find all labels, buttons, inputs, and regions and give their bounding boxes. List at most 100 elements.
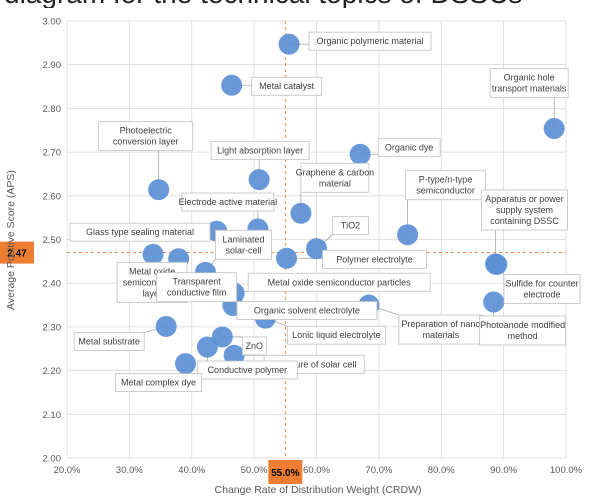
point-label: Lonic liquid electrolyte [292, 330, 381, 340]
point-label: Organic hole transport materials [492, 73, 567, 94]
data-point [486, 253, 508, 275]
point-label: Organic polymeric material [317, 36, 424, 46]
callout-box [481, 189, 568, 231]
cut-heading-text: diagram for the technical topics of DSSC… [4, 0, 522, 8]
point-label: Organic dye [385, 142, 434, 152]
y-tick-label: 2.30 [43, 322, 62, 333]
y-tick-label: 2.20 [43, 366, 62, 377]
callout-box [247, 272, 431, 292]
y-tick-label: 2.80 [43, 104, 62, 115]
point-label: Metal complex dye [121, 378, 196, 388]
data-point [483, 291, 505, 313]
cut-heading: diagram for the technical topics of DSSC… [0, 0, 589, 8]
callout-box [98, 121, 194, 152]
point-label: Electrode active material [179, 197, 278, 207]
data-point [349, 143, 371, 165]
x-reference-badge [268, 460, 303, 484]
callout-box [69, 222, 211, 242]
y-reference-value: 2.47 [7, 249, 27, 260]
callout-box [308, 31, 432, 51]
callout-box [115, 373, 202, 393]
point-label-line: method [508, 331, 538, 341]
x-tick-label: 40.0% [178, 465, 205, 476]
x-tick-label: 30.0% [116, 465, 143, 476]
point-label: Polymer electrolyte [336, 254, 413, 264]
data-point [276, 247, 298, 269]
data-point [155, 315, 177, 337]
point-label-line: material [319, 178, 351, 188]
callout-box [236, 301, 378, 320]
point-label-line: electrode [523, 289, 560, 299]
y-tick-label: 2.00 [43, 454, 62, 465]
point-label: Metal substrate [78, 336, 140, 346]
point-label: Graphene & carbon material [296, 167, 375, 188]
callout-box [489, 68, 569, 98]
point-label: Organic solvent electrolyte [254, 305, 360, 315]
point-label-line: supply system [496, 205, 553, 215]
callout-box [377, 137, 441, 157]
x-axis-title: Change Rate of Distribution Weight (CRDW… [215, 484, 422, 496]
data-point [223, 344, 245, 366]
point-label-line: conductive film [167, 288, 227, 298]
data-point [175, 353, 197, 375]
point-label: Metal oxide semiconductor layer [123, 266, 182, 298]
point-label: Light absorption layer [217, 146, 303, 156]
point-label-line: solar-cell [225, 245, 261, 255]
point-label: Laminated solar-cell [222, 234, 264, 255]
point-label-line: P-type/n-type [419, 175, 473, 185]
callout-box [322, 249, 427, 269]
y-tick-label: 2.60 [43, 191, 62, 202]
data-point [278, 33, 300, 55]
point-label-line: Photoelectric [120, 126, 173, 136]
data-point [290, 202, 312, 224]
point-label: Glass type sealing material [86, 227, 194, 237]
point-label-line: layer [142, 288, 162, 298]
point-label-line: Metal oxide [129, 266, 175, 276]
callout-box [332, 216, 369, 236]
point-label-line: Apparatus or power [485, 194, 564, 204]
point-label-line: containing DSSC [490, 216, 559, 226]
callout-box [215, 229, 272, 260]
callout-labels: Organic polymeric material Metal catalyst… [69, 31, 581, 393]
point-label: Apparatus or power supply system containin… [485, 194, 564, 226]
point-label-line: Organic hole [504, 73, 555, 83]
x-tick-label: 60.0% [303, 465, 330, 476]
data-point [221, 74, 243, 96]
point-label: TiO2 [341, 221, 360, 231]
reference-badges: 2.47 55.0% [0, 241, 303, 484]
callout-box [251, 76, 323, 96]
callout-box [210, 141, 310, 161]
callout-box [286, 325, 386, 345]
point-label-line: Photoanode modified [480, 320, 565, 330]
point-label-line: Laminated [222, 234, 264, 244]
point-label: Metal oxide semiconductor particles [268, 277, 412, 287]
data-point [306, 238, 327, 260]
point-label-line: semiconductor [123, 277, 182, 287]
point-label: Sulfide for counter electrode [505, 278, 578, 299]
point-label-line: transport materials [492, 84, 567, 94]
y-reference-badge [0, 241, 34, 264]
point-label-line: Sulfide for counter [505, 278, 578, 288]
point-label: Preparation of nano materials [401, 319, 480, 340]
data-point [543, 118, 565, 140]
y-tick-label: 2.40 [43, 279, 62, 290]
x-tick-label: 100.0% [550, 465, 583, 476]
point-label: Metal catalyst [259, 81, 315, 91]
y-tick-label: 2.10 [43, 410, 62, 421]
callout-box [196, 360, 298, 380]
y-tick-label: 2.90 [43, 60, 62, 71]
point-label-line: Preparation of nano [401, 319, 480, 329]
data-point [148, 179, 170, 201]
x-tick-label: 70.0% [365, 465, 392, 476]
callout-box [156, 272, 238, 303]
y-tick-label: 2.70 [43, 148, 62, 159]
y-axis-title: Average Positive Score (APS) [5, 170, 17, 310]
x-tick-label: 50.0% [241, 465, 268, 476]
point-label: Photoelectric conversion layer [113, 126, 179, 147]
point-label: ZnO [246, 341, 264, 351]
data-point [248, 169, 270, 191]
x-tick-label: 80.0% [428, 465, 455, 476]
tick-labels: 2.00 2.10 2.20 2.30 2.40 2.50 2.60 2.70 2.80 2.90… [43, 17, 583, 477]
callout-box [181, 192, 275, 212]
